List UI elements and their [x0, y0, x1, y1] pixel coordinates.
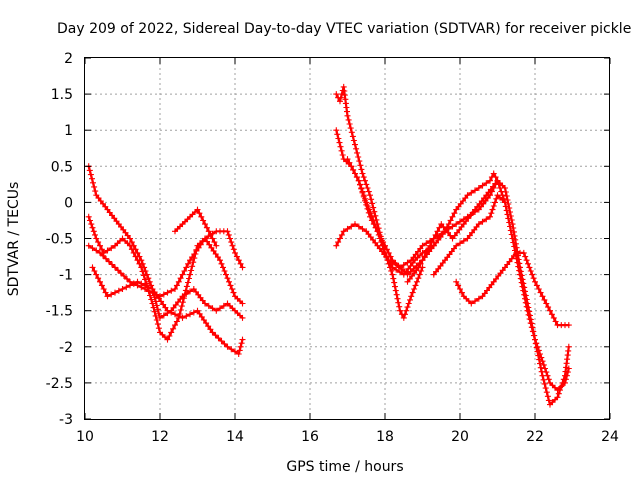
series-track-j [404, 177, 501, 285]
y-axis-label: SDTVAR / TECUs [6, 182, 22, 297]
grid [85, 58, 610, 419]
plus-markers [85, 213, 246, 343]
series-track-d [89, 264, 246, 357]
y-tick-label: 1.5 [51, 87, 73, 103]
y-tick-label: 2 [64, 51, 73, 67]
series-line [87, 215, 244, 341]
axis-ticks: 10 12 14 16 18 20 22 24 -3 -2.5 -2 -1.5 -1 -0.5 0 0.5 1 1… [46, 51, 619, 445]
series-markers [430, 192, 508, 278]
series-track-b [85, 213, 246, 343]
plus-markers [453, 249, 572, 329]
plus-markers [85, 163, 246, 321]
series-layer [85, 83, 572, 408]
plus-markers [404, 177, 501, 285]
y-tick-label: 0.5 [51, 159, 73, 175]
series-track-f [333, 83, 426, 321]
y-tick-label: 1 [64, 123, 73, 139]
series-track-a [85, 163, 246, 321]
x-tick-label: 22 [526, 429, 544, 445]
plus-markers [89, 264, 246, 357]
series-markers [453, 249, 572, 329]
x-tick-label: 20 [451, 429, 469, 445]
y-tick-label: -2 [59, 340, 73, 356]
plus-markers [172, 206, 220, 249]
y-tick-label: 0 [64, 195, 73, 211]
series-track-e [172, 206, 220, 249]
series-line [87, 165, 244, 319]
chart-title: Day 209 of 2022, Sidereal Day-to-day VTE… [57, 21, 631, 37]
y-tick-label: -3 [59, 412, 73, 428]
y-tick-label: -2.5 [46, 376, 73, 392]
series-track-k [430, 192, 508, 278]
series-markers [85, 213, 246, 343]
x-tick-label: 18 [376, 429, 394, 445]
x-tick-label: 24 [601, 429, 619, 445]
series-markers [172, 206, 220, 249]
series-markers [85, 163, 246, 321]
plus-markers [430, 192, 508, 278]
series-track-l [453, 249, 572, 329]
y-tick-label: -0.5 [46, 232, 73, 248]
series-markers [333, 177, 572, 408]
series-markers [89, 264, 246, 357]
y-tick-label: -1.5 [46, 304, 73, 320]
x-tick-label: 10 [76, 429, 94, 445]
x-tick-label: 12 [151, 429, 169, 445]
series-line [173, 208, 218, 247]
series-markers [404, 177, 501, 285]
plus-markers [333, 177, 572, 408]
x-axis-label: GPS time / hours [286, 459, 403, 475]
y-tick-label: -1 [59, 268, 73, 284]
x-tick-label: 14 [226, 429, 244, 445]
x-tick-label: 16 [301, 429, 319, 445]
